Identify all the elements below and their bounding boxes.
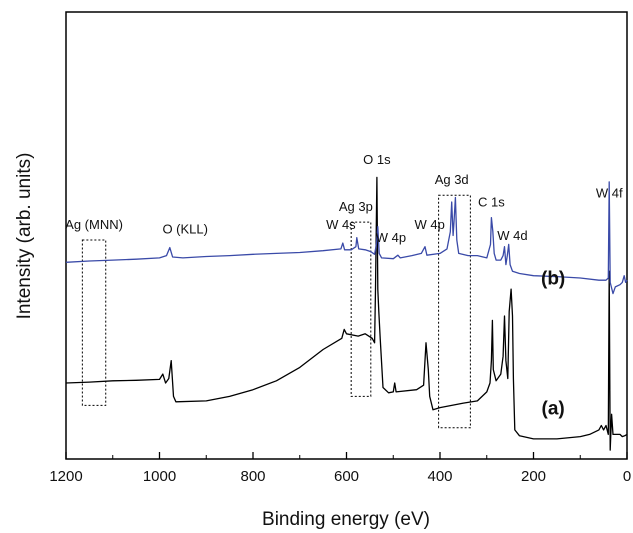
series-line-b	[65, 181, 628, 295]
series-layer	[65, 176, 628, 451]
peak-label: W 4p	[415, 217, 445, 232]
curve-label: (b)	[541, 269, 565, 290]
ag-3d-box	[438, 194, 471, 429]
x-tick-label: 600	[334, 468, 359, 485]
x-tick-label: 1000	[143, 468, 176, 485]
y-axis-title: Intensity (arb. units)	[14, 153, 35, 320]
x-axis-title: Binding energy (eV)	[262, 509, 430, 530]
dashed-boxes	[81, 194, 471, 429]
peak-label: O (KLL)	[162, 221, 208, 236]
peak-label: W 4p	[376, 230, 406, 245]
ag-3p-box	[350, 221, 372, 397]
x-tick-label: 0	[623, 468, 631, 485]
ag-mnn-box	[81, 239, 107, 406]
x-tick-label: 200	[521, 468, 546, 485]
peak-label: Ag (MNN)	[65, 217, 123, 232]
x-axis: 1200 1000 800 600 400 200 0	[49, 452, 631, 485]
peak-label: Ag 3p	[339, 199, 373, 214]
peak-label: Ag 3d	[435, 172, 469, 187]
peak-label: W 4s	[326, 217, 356, 232]
peak-label: W 4f	[596, 186, 623, 201]
peak-label: W 4d	[497, 228, 527, 243]
x-tick-label: 1200	[49, 468, 82, 485]
plot-frame	[65, 11, 628, 460]
x-tick-label: 400	[427, 468, 452, 485]
curve-label: (a)	[542, 398, 565, 419]
peak-annotations: O 1s Ag 3d Ag 3p W 4f C 1s Ag (MNN) O (KLL) W 4…	[65, 152, 623, 245]
x-tick-label: 800	[240, 468, 265, 485]
peak-label: C 1s	[478, 194, 505, 209]
series-line-a	[65, 176, 628, 451]
curve-labels: (b) (a)	[541, 269, 565, 420]
peak-label: O 1s	[363, 152, 391, 167]
